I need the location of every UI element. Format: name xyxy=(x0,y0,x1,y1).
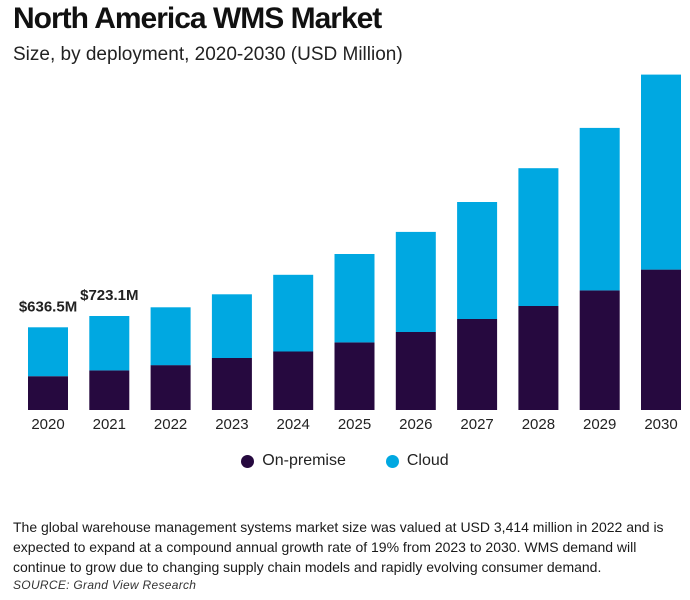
x-tick-label-2020: 2020 xyxy=(31,416,64,433)
bar-on-premise-2026 xyxy=(395,332,436,410)
chart-title: North America WMS Market xyxy=(13,2,382,35)
legend-swatch-cloud xyxy=(385,454,399,468)
x-tick-label-2029: 2029 xyxy=(583,416,616,433)
bar-on-premise-2029 xyxy=(579,290,620,410)
bar-on-premise-2028 xyxy=(518,306,559,410)
chart-subtitle: Size, by deployment, 2020-2030 (USD Mill… xyxy=(13,44,403,65)
bar-cloud-2022 xyxy=(150,307,191,366)
x-tick-label-2026: 2026 xyxy=(399,416,432,433)
bar-cloud-2020 xyxy=(28,327,68,377)
bar-cloud-2027 xyxy=(457,202,498,319)
x-tick-label-2030: 2030 xyxy=(644,416,677,433)
x-tick-label-2025: 2025 xyxy=(338,416,371,433)
x-tick-label-2028: 2028 xyxy=(522,416,555,433)
legend-item-cloud: Cloud xyxy=(385,452,449,470)
bar-cloud-2024 xyxy=(273,274,314,352)
legend-label-cloud: Cloud xyxy=(406,452,449,469)
bar-cloud-2023 xyxy=(211,294,252,358)
bar-cloud-2025 xyxy=(334,254,375,343)
x-tick-label-2022: 2022 xyxy=(154,416,187,433)
bar-chart: 2020 2021 2022 2023 2024 2025 2026 2027 2028 2029… xyxy=(19,74,681,433)
data-label-2020: $636.5M xyxy=(19,298,77,315)
legend-label-on-premise: On-premise xyxy=(262,452,346,469)
bar-cloud-2021 xyxy=(89,316,130,371)
x-tick-label-2027: 2027 xyxy=(460,416,493,433)
legend-item-on-premise: On-premise xyxy=(241,452,346,470)
bar-on-premise-2030 xyxy=(641,269,681,410)
data-label-2021: $723.1M xyxy=(80,287,138,304)
x-tick-label-2024: 2024 xyxy=(277,416,310,433)
chart-legend: On-premise Cloud xyxy=(0,452,690,470)
bar-on-premise-2027 xyxy=(457,319,498,410)
bar-cloud-2026 xyxy=(395,231,436,332)
bar-cloud-2028 xyxy=(518,168,559,306)
x-tick-label-2023: 2023 xyxy=(215,416,248,433)
bar-on-premise-2023 xyxy=(211,358,252,410)
bar-on-premise-2022 xyxy=(150,365,191,410)
bar-cloud-2030 xyxy=(641,74,681,270)
source-note: SOURCE: Grand View Research xyxy=(13,578,197,592)
x-tick-label-2021: 2021 xyxy=(93,416,126,433)
bar-on-premise-2025 xyxy=(334,342,375,410)
bar-on-premise-2024 xyxy=(273,351,314,410)
market-description: The global warehouse management systems … xyxy=(13,519,664,575)
bar-on-premise-2021 xyxy=(89,370,130,410)
bar-cloud-2029 xyxy=(579,127,620,291)
legend-swatch-on-premise xyxy=(241,454,255,468)
bar-on-premise-2020 xyxy=(28,376,68,410)
